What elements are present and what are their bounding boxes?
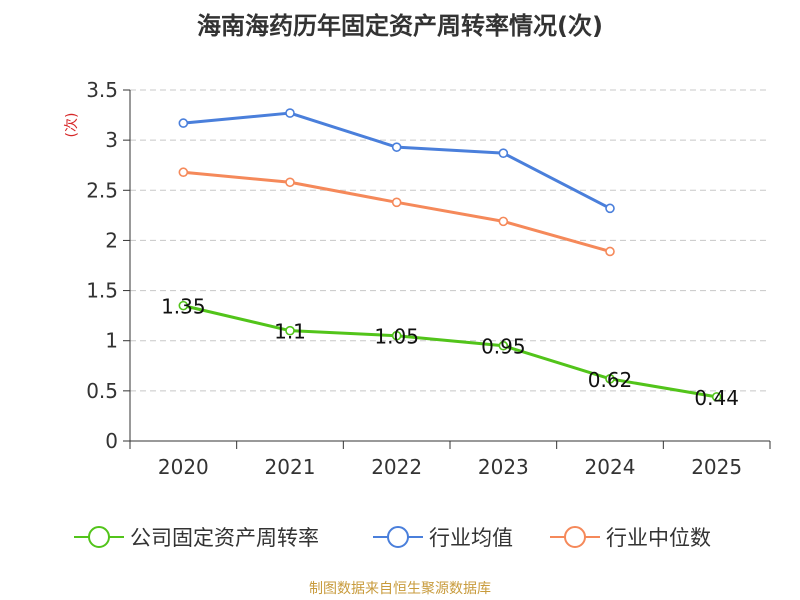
data-point [178, 300, 189, 311]
data-point [178, 167, 189, 178]
y-tick-label: 2 [105, 228, 118, 252]
data-point [711, 392, 722, 402]
data-point [178, 118, 189, 128]
source-note: 制图数据来自恒生聚源数据库 [309, 581, 491, 597]
series-line [182, 304, 717, 399]
y-tick-label: 1.5 [86, 279, 118, 303]
x-tick-label: 2022 [371, 455, 422, 479]
data-point [285, 177, 295, 188]
y-tick-label: 3.5 [86, 78, 118, 102]
data-label: 1.35 [161, 295, 206, 319]
data-point [391, 330, 402, 341]
legend-item-industry-average[interactable]: 行业均值 [371, 520, 541, 554]
legend-marker-industry-average [373, 526, 423, 548]
data-point [285, 325, 295, 336]
legend-label-industry-average: 行业均值 [429, 526, 513, 550]
data-label: 1.05 [374, 325, 419, 349]
data-label: 0.95 [481, 335, 526, 359]
y-tick-label: 3 [105, 128, 118, 152]
y-tick-label: 1 [105, 329, 118, 353]
grid-layer [130, 89, 770, 392]
data-point [391, 142, 402, 152]
legend-marker-industry-median [550, 526, 600, 548]
data-label-layer: 1.35 1.1 1.05 0.95 0.62 0.44 [161, 295, 739, 410]
data-point [605, 374, 615, 384]
x-tick-label: 2024 [585, 455, 636, 479]
data-point [498, 148, 509, 158]
data-label: 0.44 [694, 386, 739, 410]
x-tick-label: 2023 [478, 455, 529, 479]
data-point [391, 197, 402, 208]
data-point [285, 108, 295, 118]
series-layer [178, 108, 722, 402]
axis-layer: 0 0.5 1 1.5 2 2.5 3 3.5 2020 2021 2022 2023 2024 2025… [64, 78, 771, 479]
legend-marker-company [74, 526, 124, 548]
series-line [183, 170, 611, 253]
x-tick-label: 2021 [265, 455, 316, 479]
data-point [605, 246, 615, 257]
y-tick-label: 0.5 [86, 379, 118, 403]
data-label: 0.62 [588, 368, 633, 392]
legend-item-industry-median[interactable]: 行业中位数 [548, 520, 738, 554]
y-tick-label: 0 [105, 429, 118, 453]
y-axis-label: (次) [64, 113, 80, 138]
legend-item-company[interactable]: 公司固定资产周转率 [72, 520, 362, 554]
chart-title: 海南海药历年固定资产周转率情况(次) [197, 12, 603, 40]
data-label: 1.1 [274, 320, 306, 344]
x-tick-label: 2020 [158, 455, 209, 479]
legend-label-industry-median: 行业中位数 [606, 526, 711, 550]
data-point [605, 203, 615, 214]
data-point [498, 216, 509, 227]
data-point [498, 340, 509, 351]
legend-label-company: 公司固定资产周转率 [130, 526, 319, 550]
x-tick-label: 2025 [691, 455, 742, 479]
series-line [183, 111, 611, 210]
y-tick-label: 2.5 [86, 178, 118, 202]
